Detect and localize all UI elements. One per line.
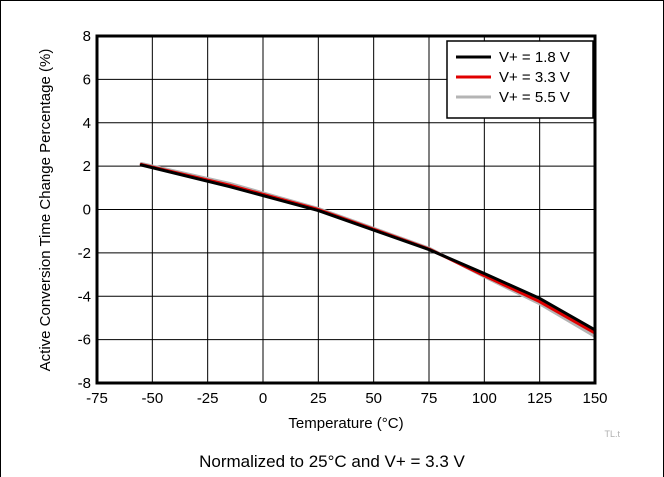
y-tick-label: -4 <box>78 288 91 305</box>
x-tick-label: 125 <box>527 390 552 407</box>
tick-labels: -75 -50 -25 0 25 50 75 100 125 150 -8 -6 -4 -2 0 2 4 6 8 <box>78 28 608 407</box>
y-tick-label: -2 <box>78 245 91 262</box>
x-axis-title: Temperature (°C) <box>288 415 403 432</box>
y-tick-label: 4 <box>83 115 91 132</box>
figure-id: TL.t <box>604 429 620 439</box>
y-axis-title: Active Conversion Time Change Percentage… <box>37 49 54 372</box>
series-line <box>139 163 597 332</box>
figure-caption: Normalized to 25°C and V+ = 3.3 V <box>199 452 465 471</box>
legend: V+ = 1.8 V V+ = 3.3 V V+ = 5.5 V <box>446 40 594 119</box>
x-tick-label: -50 <box>141 390 163 407</box>
x-tick-label: 100 <box>472 390 497 407</box>
y-tick-label: 6 <box>83 71 91 88</box>
chart: -75 -50 -25 0 25 50 75 100 125 150 -8 -6 -4 -2 0 2 4 6 8 T… <box>37 28 620 439</box>
legend-entry: V+ = 3.3 V <box>499 69 570 86</box>
x-tick-label: 150 <box>582 390 607 407</box>
x-tick-label: 0 <box>259 390 267 407</box>
x-tick-label: 75 <box>421 390 438 407</box>
plot-area <box>95 34 597 385</box>
series-line <box>139 162 597 338</box>
y-tick-label: -6 <box>78 332 91 349</box>
x-tick-label: 50 <box>365 390 382 407</box>
y-tick-label: 2 <box>83 158 91 175</box>
series-line <box>139 162 597 335</box>
x-tick-label: -25 <box>197 390 219 407</box>
x-tick-label: 25 <box>310 390 327 407</box>
y-tick-label: 8 <box>83 28 91 45</box>
legend-entry: V+ = 5.5 V <box>499 89 570 106</box>
legend-box <box>446 40 594 119</box>
legend-entry: V+ = 1.8 V <box>499 49 570 66</box>
y-tick-label: -8 <box>78 375 91 392</box>
series-lines <box>139 162 597 338</box>
x-tick-label: -75 <box>86 390 108 407</box>
y-tick-label: 0 <box>83 202 91 219</box>
